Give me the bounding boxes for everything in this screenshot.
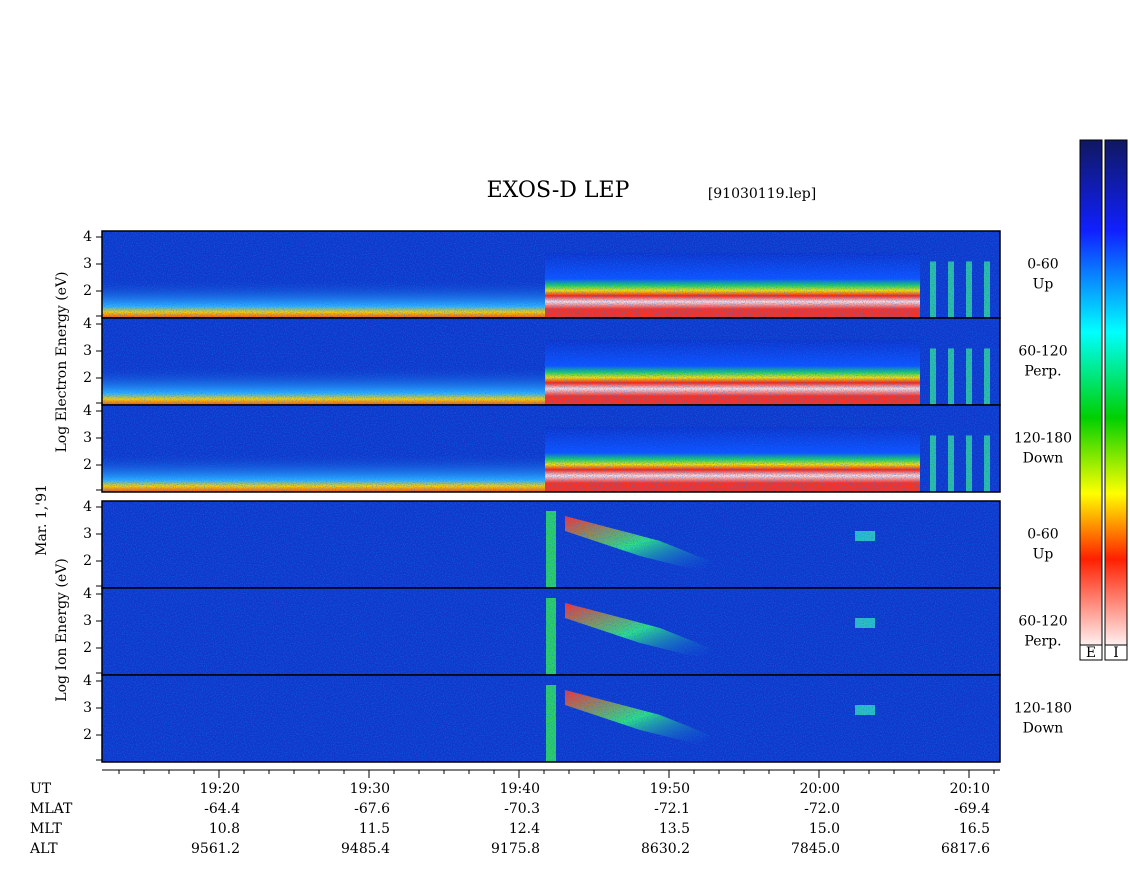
ephemeris-value: -64.4	[204, 801, 240, 817]
ephemeris-value: -70.3	[504, 801, 540, 817]
colorbar	[1079, 139, 1103, 646]
file-name: [91030119.lep]	[708, 186, 816, 202]
ephemeris-value: 19:20	[200, 781, 240, 797]
noise	[102, 588, 1000, 675]
ephemeris-value: -72.1	[654, 801, 690, 817]
ephemeris-value: 10.8	[209, 821, 240, 837]
electron-axis-label: Log Electron Energy (eV)	[54, 271, 70, 452]
colorbar-label: I	[1113, 645, 1119, 661]
ephemeris-value: 11.5	[359, 821, 390, 837]
ephemeris-value: 6817.6	[941, 841, 990, 857]
y-tick-label: 3	[83, 430, 92, 446]
y-tick-label: 4	[83, 586, 92, 602]
panel-frame	[101, 404, 1001, 493]
ephemeris-value: 9485.4	[341, 841, 390, 857]
row-label: MLT	[30, 821, 62, 837]
ephemeris-value: -67.6	[354, 801, 390, 817]
noise	[102, 501, 1000, 588]
ephemeris-value: 20:00	[800, 781, 840, 797]
ephemeris-value: 7845.0	[791, 841, 840, 857]
panel-direction: Perp.	[1024, 364, 1061, 380]
y-tick-label: 3	[83, 526, 92, 542]
panel-direction: Up	[1033, 547, 1054, 563]
date-label: Mar. 1,'91	[34, 484, 50, 556]
ephemeris-value: 13.5	[659, 821, 690, 837]
panel-direction: Up	[1033, 277, 1054, 293]
y-tick-label: 2	[83, 553, 92, 569]
ephemeris-value: 9561.2	[191, 841, 240, 857]
y-tick-label: 2	[83, 640, 92, 656]
noise	[102, 318, 1000, 405]
row-label: ALT	[29, 841, 58, 857]
panel-range: 60-120	[1018, 344, 1067, 360]
panel-frame	[101, 674, 1001, 763]
y-tick-label: 4	[83, 673, 92, 689]
y-tick-label: 4	[83, 316, 92, 332]
y-tick-label: 3	[83, 343, 92, 359]
ephemeris-value: -69.4	[954, 801, 990, 817]
y-tick-label: 4	[83, 499, 92, 515]
colorbar	[1104, 139, 1128, 646]
ion-axis-label: Log Ion Energy (eV)	[54, 558, 70, 701]
y-tick-label: 3	[83, 700, 92, 716]
row-label: UT	[30, 781, 52, 797]
ephemeris-value: 12.4	[509, 821, 540, 837]
panel-direction: Down	[1023, 721, 1064, 737]
panel-range: 120-180	[1014, 431, 1072, 447]
colorbar-label-box	[1104, 644, 1128, 661]
y-tick-label: 2	[83, 370, 92, 386]
ephemeris: UT MLAT MLT ALT 19:20 -64.4 10.8 9561.2 19:30 -67…	[29, 770, 995, 857]
panel-range: 60-120	[1018, 614, 1067, 630]
panel-range: 0-60	[1027, 257, 1058, 273]
y-tick-label: 3	[83, 256, 92, 272]
ephemeris-value: 19:30	[350, 781, 390, 797]
y-tick-label: 2	[83, 727, 92, 743]
ephemeris-value: 20:10	[950, 781, 990, 797]
colorbar-label-box	[1079, 644, 1103, 661]
noise	[102, 231, 1000, 318]
row-label: MLAT	[30, 801, 73, 817]
ephemeris-value: 16.5	[959, 821, 990, 837]
panel-range: 0-60	[1027, 527, 1058, 543]
ephemeris-value: -72.0	[804, 801, 840, 817]
y-tick-label: 2	[83, 283, 92, 299]
ephemeris-value: 19:50	[650, 781, 690, 797]
panel-direction: Perp.	[1024, 634, 1061, 650]
colorbar-label: E	[1086, 645, 1096, 661]
panel-direction: Down	[1023, 451, 1064, 467]
ephemeris-value: 8630.2	[641, 841, 690, 857]
panel-range: 120-180	[1014, 701, 1072, 717]
ephemeris-value: 19:40	[500, 781, 540, 797]
y-tick-label: 2	[83, 457, 92, 473]
ephemeris-value: 9175.8	[491, 841, 540, 857]
noise	[102, 675, 1000, 762]
noise	[102, 405, 1000, 492]
y-tick-label: 4	[83, 229, 92, 245]
y-tick-label: 3	[83, 613, 92, 629]
title: EXOS-D LEP	[487, 178, 630, 203]
ephemeris-value: 15.0	[809, 821, 840, 837]
y-tick-label: 4	[83, 403, 92, 419]
panels: 4 3 2 0-60 Up 4 3 2 60-120 Perp. 4 3 2 120-180 Down 4 3 2…	[83, 229, 1072, 763]
